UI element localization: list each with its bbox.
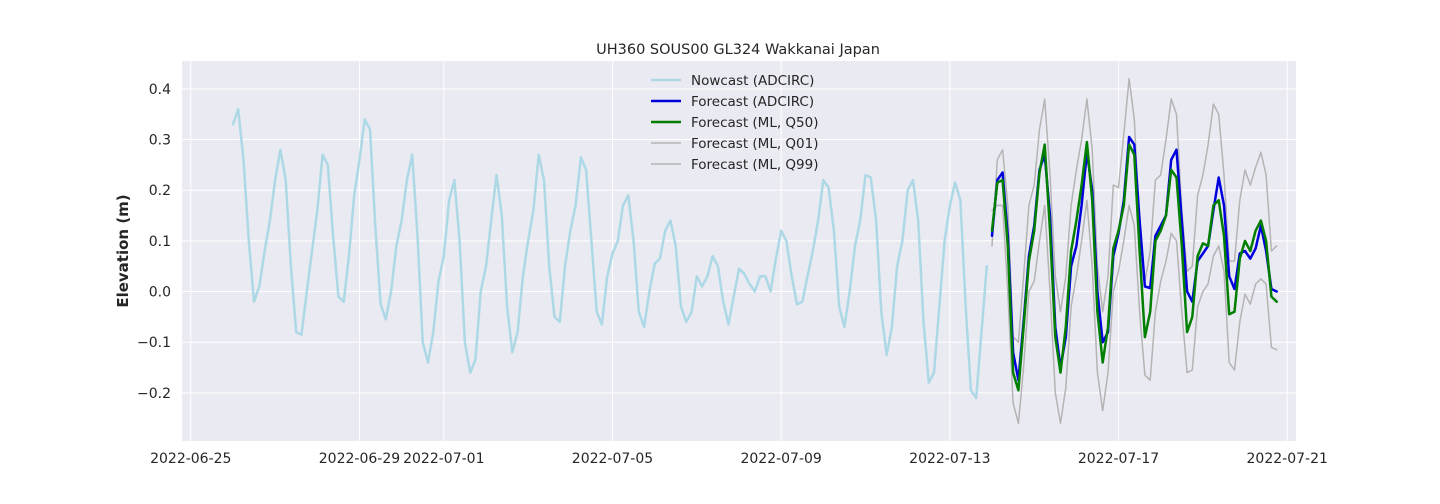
x-tick-label: 2022-07-09: [740, 451, 821, 467]
x-tick-label: 2022-07-13: [909, 451, 990, 467]
legend-label: Forecast (ML, Q99): [691, 157, 819, 173]
x-axis: 2022-06-25 2022-06-29 2022-07-01 2022-07-05…: [150, 451, 1328, 467]
legend-label: Forecast (ML, Q50): [691, 115, 819, 131]
y-axis: −0.2 −0.1 0.0 0.1 0.2 0.3 0.4: [137, 82, 171, 402]
y-tick-label: 0.2: [149, 183, 171, 199]
series-layer: [231, 77, 1278, 425]
x-tick-label: 2022-07-17: [1078, 451, 1159, 467]
legend-label: Nowcast (ADCIRC): [691, 73, 814, 89]
legend-label: Forecast (ADCIRC): [691, 94, 814, 110]
y-tick-label: 0.1: [149, 234, 171, 250]
series-line-forecast-ml-q50: [990, 140, 1278, 392]
grid: [182, 61, 1296, 441]
y-axis-label: Elevation (m): [114, 194, 132, 307]
series-line-nowcast-adcirc: [231, 107, 989, 400]
y-tick-label: 0.3: [149, 133, 171, 149]
legend-label: Forecast (ML, Q01): [691, 136, 819, 152]
x-tick-label: 2022-07-21: [1247, 451, 1328, 467]
x-tick-label: 2022-06-29: [319, 451, 400, 467]
y-tick-label: 0.4: [149, 82, 171, 98]
series-line-forecast-ml-q01: [991, 199, 1278, 425]
x-tick-label: 2022-06-25: [150, 451, 231, 467]
y-tick-label: 0.0: [149, 285, 171, 301]
y-tick-label: −0.2: [137, 386, 171, 402]
y-tick-label: −0.1: [137, 335, 171, 351]
legend: Nowcast (ADCIRC) Forecast (ADCIRC) Forecas…: [651, 73, 819, 173]
chart-title: UH360 SOUS00 GL324 Wakkanai Japan: [596, 42, 880, 58]
x-tick-label: 2022-07-01: [403, 451, 484, 467]
x-tick-label: 2022-07-05: [572, 451, 653, 467]
